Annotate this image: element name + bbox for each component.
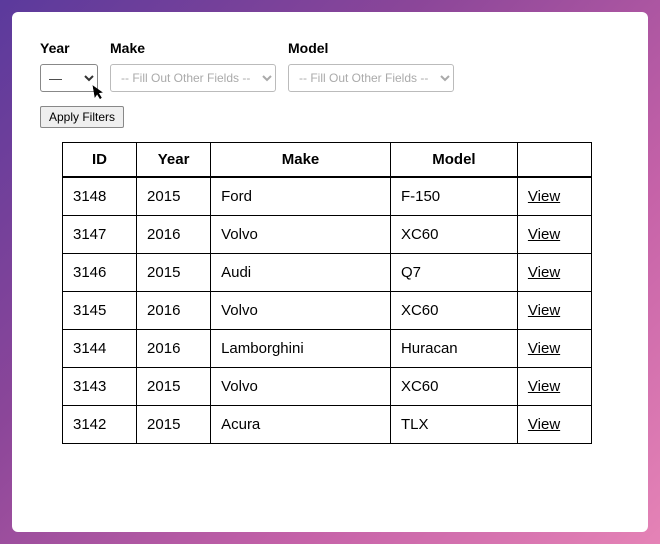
cell-id: 3146 [63, 254, 137, 292]
cell-model: XC60 [390, 216, 517, 254]
cell-year: 2016 [137, 330, 211, 368]
view-link[interactable]: View [528, 416, 560, 433]
view-link[interactable]: View [528, 264, 560, 281]
cell-make: Audi [211, 254, 391, 292]
model-label: Model [288, 40, 454, 56]
cell-action: View [517, 216, 591, 254]
cell-model: Q7 [390, 254, 517, 292]
view-link[interactable]: View [528, 226, 560, 243]
header-action [517, 143, 591, 178]
table-row: 31422015AcuraTLX View [63, 406, 592, 444]
table-row: 31482015FordF-150 View [63, 177, 592, 216]
header-make: Make [211, 143, 391, 178]
view-link[interactable]: View [528, 302, 560, 319]
cell-model: XC60 [390, 368, 517, 406]
cell-year: 2015 [137, 254, 211, 292]
filter-group-year: Year — [40, 40, 98, 92]
cell-action: View [517, 330, 591, 368]
table-header-row: ID Year Make Model [63, 143, 592, 178]
header-year: Year [137, 143, 211, 178]
table-row: 31472016VolvoXC60 View [63, 216, 592, 254]
cell-make: Volvo [211, 292, 391, 330]
filter-group-make: Make -- Fill Out Other Fields -- [110, 40, 276, 92]
cell-action: View [517, 406, 591, 444]
year-label: Year [40, 40, 98, 56]
cell-year: 2016 [137, 216, 211, 254]
cell-year: 2015 [137, 368, 211, 406]
cell-action: View [517, 177, 591, 216]
cell-model: TLX [390, 406, 517, 444]
cell-year: 2015 [137, 177, 211, 216]
cell-id: 3143 [63, 368, 137, 406]
results-table: ID Year Make Model 31482015FordF-150View… [62, 142, 592, 444]
make-select[interactable]: -- Fill Out Other Fields -- [110, 64, 276, 92]
cell-year: 2015 [137, 406, 211, 444]
cell-action: View [517, 254, 591, 292]
cell-id: 3148 [63, 177, 137, 216]
year-select[interactable]: — [40, 64, 98, 92]
model-select[interactable]: -- Fill Out Other Fields -- [288, 64, 454, 92]
cell-make: Ford [211, 177, 391, 216]
filter-group-model: Model -- Fill Out Other Fields -- [288, 40, 454, 92]
view-link[interactable]: View [528, 378, 560, 395]
cell-id: 3145 [63, 292, 137, 330]
header-id: ID [63, 143, 137, 178]
table-row: 31442016LamborghiniHuracan View [63, 330, 592, 368]
make-label: Make [110, 40, 276, 56]
cell-make: Acura [211, 406, 391, 444]
cell-id: 3147 [63, 216, 137, 254]
header-model: Model [390, 143, 517, 178]
cell-year: 2016 [137, 292, 211, 330]
cell-id: 3144 [63, 330, 137, 368]
view-link[interactable]: View [528, 340, 560, 357]
cell-action: View [517, 368, 591, 406]
view-link[interactable]: View [528, 188, 560, 205]
table-row: 31452016VolvoXC60 View [63, 292, 592, 330]
cell-action: View [517, 292, 591, 330]
cell-make: Lamborghini [211, 330, 391, 368]
apply-filters-button[interactable]: Apply Filters [40, 106, 124, 128]
table-row: 31432015VolvoXC60 View [63, 368, 592, 406]
table-row: 31462015AudiQ7 View [63, 254, 592, 292]
cell-make: Volvo [211, 368, 391, 406]
filters-row: Year — Make -- Fill Out Other Fields -- … [40, 40, 620, 92]
cell-id: 3142 [63, 406, 137, 444]
cell-model: XC60 [390, 292, 517, 330]
cell-model: F-150 [390, 177, 517, 216]
cell-make: Volvo [211, 216, 391, 254]
main-panel: Year — Make -- Fill Out Other Fields -- … [12, 12, 648, 532]
cell-model: Huracan [390, 330, 517, 368]
